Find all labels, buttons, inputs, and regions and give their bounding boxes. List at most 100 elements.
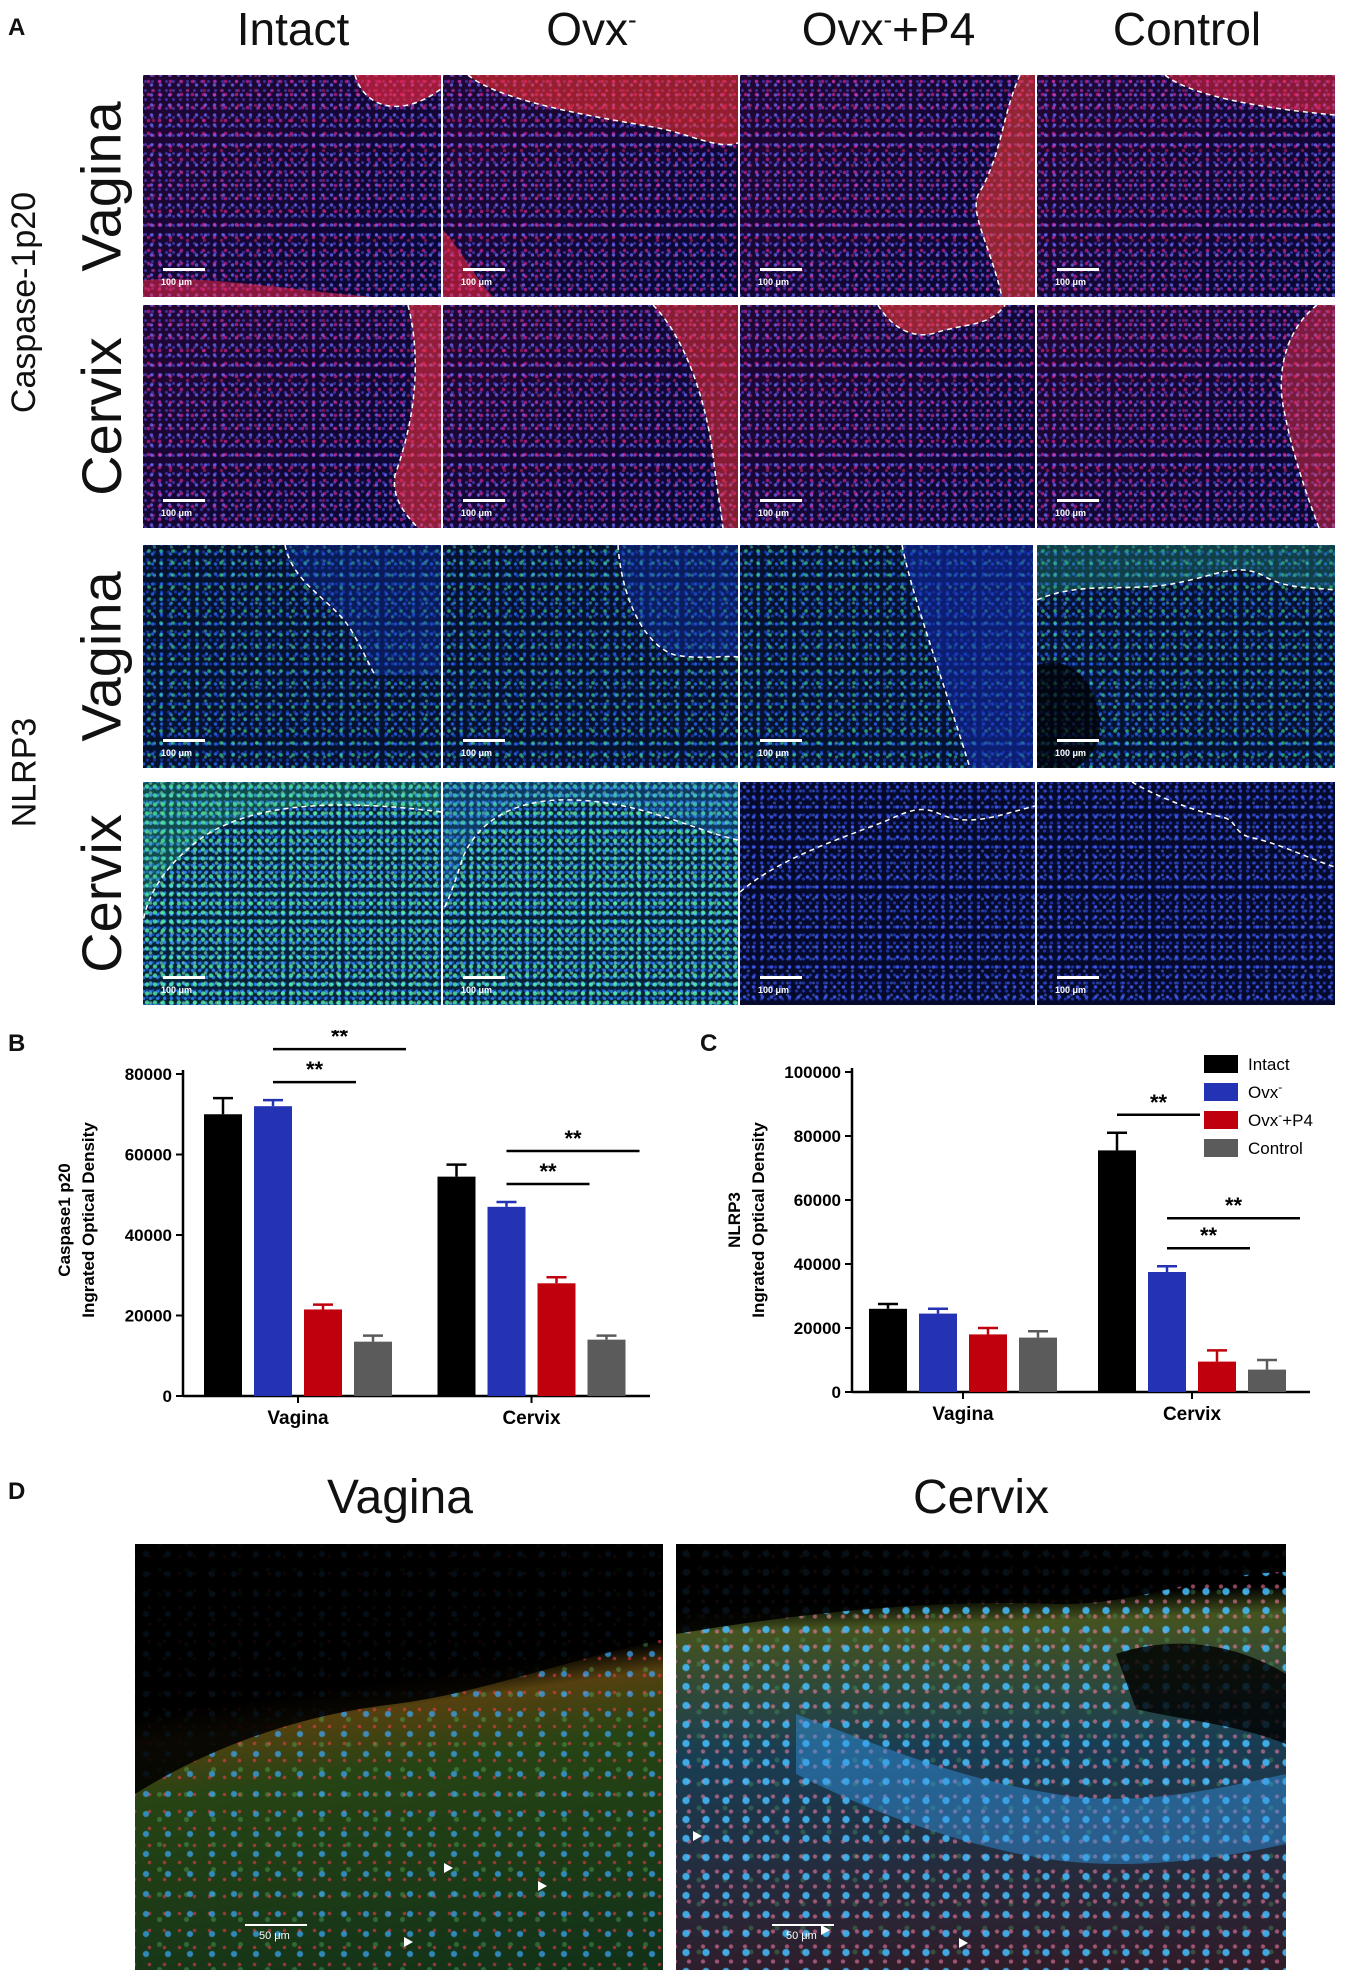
scale-bar — [463, 976, 505, 979]
y-tick-label: 20000 — [125, 1307, 172, 1326]
bar — [437, 1176, 476, 1396]
scale-bar — [163, 739, 205, 742]
x-tick-label: Cervix — [502, 1408, 561, 1429]
significance-label: ** — [1150, 1090, 1168, 1115]
bar — [254, 1106, 292, 1396]
scale-bar — [245, 1924, 307, 1926]
row-label-caspase-vagina: Vagina — [69, 100, 133, 272]
marker-label-caspase: Caspase-1p20 — [5, 191, 44, 414]
bar — [919, 1313, 957, 1392]
micrograph-panel-d-cervix: 50 μm — [676, 1544, 1286, 1970]
y-tick-label: 80000 — [794, 1127, 841, 1146]
bar — [487, 1206, 526, 1396]
micrograph-nlrp3-vagina-intact: 100 μm — [143, 545, 441, 768]
micrograph-caspase-vagina-intact: 100 μm — [143, 75, 441, 297]
arrow-markers — [693, 1831, 968, 1948]
scale-label: 100 μm — [161, 508, 193, 518]
scale-bar — [1057, 739, 1099, 742]
nlrp3-bar-chart: NLRP3 Ingrated Optical Density 0 20000 400… — [710, 1030, 1340, 1450]
micrograph-panel-d-vagina: 50 μm — [135, 1544, 663, 1970]
scale-bar — [163, 499, 205, 502]
significance-label: ** — [331, 1030, 349, 1049]
y-axis-label-line2: Ingrated Optical Density — [79, 1122, 98, 1318]
micrograph-caspase-cervix-control: 100 μm — [1037, 305, 1335, 528]
y-axis-label-line1: Caspase1 p20 — [55, 1163, 74, 1276]
legend-swatch — [1204, 1111, 1238, 1129]
scale-label: 50 μm — [786, 1930, 817, 1942]
scale-bar — [463, 499, 505, 502]
bar — [354, 1341, 392, 1396]
row-label-nlrp3-cervix: Cervix — [69, 814, 133, 973]
scale-bar — [760, 976, 802, 979]
scale-label: 100 μm — [1055, 508, 1087, 518]
scale-label: 100 μm — [758, 508, 790, 518]
scale-label: 100 μm — [758, 985, 790, 995]
y-tick-label: 80000 — [125, 1065, 172, 1084]
micrograph-nlrp3-cervix-intact: 100 μm — [143, 782, 441, 1005]
scale-label: 100 μm — [161, 985, 193, 995]
scale-label: 100 μm — [1055, 748, 1087, 758]
y-tick-label: 60000 — [125, 1146, 172, 1165]
micrograph-nlrp3-vagina-control: 100 μm — [1037, 545, 1335, 768]
y-tick-label: 0 — [163, 1387, 172, 1406]
scale-bar — [760, 739, 802, 742]
scale-label: 100 μm — [461, 277, 493, 287]
micrograph-nlrp3-vagina-ovx: 100 μm — [443, 545, 738, 768]
micrograph-nlrp3-cervix-control: 100 μm — [1037, 782, 1335, 1005]
micrograph-nlrp3-vagina-ovx-p4: 100 μm — [740, 545, 1033, 768]
panel-d-title-cervix: Cervix — [912, 1471, 1049, 1524]
y-axis-label-line2: Ingrated Optical Density — [749, 1122, 768, 1318]
bar — [1098, 1150, 1136, 1392]
y-tick-label: 40000 — [125, 1226, 172, 1245]
scale-label: 100 μm — [161, 277, 193, 287]
micrograph-caspase-cervix-ovx: 100 μm — [443, 305, 738, 528]
scale-label: 100 μm — [758, 277, 790, 287]
micrograph-caspase-vagina-control: 100 μm — [1037, 75, 1335, 297]
significance-label: ** — [1225, 1193, 1243, 1218]
chart-y-axis-label: Caspase1 p20 Ingrated Optical Density — [55, 1122, 98, 1318]
chart-y-axis-label: NLRP3 Ingrated Optical Density — [725, 1122, 768, 1318]
significance-label: ** — [1200, 1223, 1218, 1248]
scale-label: 100 μm — [461, 985, 493, 995]
row-label-caspase-cervix: Cervix — [69, 337, 133, 496]
legend-label: Intact — [1248, 1055, 1290, 1074]
column-header-intact: Intact — [236, 3, 350, 55]
bar — [969, 1334, 1007, 1392]
y-axis-label-line1: NLRP3 — [725, 1192, 744, 1248]
micrograph-nlrp3-cervix-ovx-p4: 100 μm — [740, 782, 1035, 1005]
panel-a-letter: A — [8, 14, 26, 41]
marker-label-nlrp3: NLRP3 — [5, 717, 44, 828]
y-tick-label: 100000 — [784, 1063, 841, 1082]
bar — [537, 1283, 576, 1396]
x-tick-label: Vagina — [932, 1404, 994, 1425]
scale-label: 100 μm — [1055, 985, 1087, 995]
y-tick-label: 60000 — [794, 1191, 841, 1210]
y-tick-label: 40000 — [794, 1255, 841, 1274]
scale-label: 100 μm — [461, 748, 493, 758]
row-label-nlrp3-vagina: Vagina — [69, 571, 133, 742]
panel-b-letter: B — [8, 1030, 26, 1057]
panel-d-letter: D — [8, 1478, 26, 1505]
legend-label: Control — [1248, 1139, 1303, 1158]
bar — [587, 1339, 626, 1396]
arrow-markers — [404, 1863, 547, 1947]
scale-bar — [163, 268, 205, 271]
caspase-bar-chart: Caspase1 p20 Ingrated Optical Density 0 2… — [30, 1024, 670, 1450]
panel-d-title-vagina: Vagina — [327, 1471, 473, 1524]
y-tick-label: 0 — [832, 1383, 841, 1402]
micrograph-caspase-vagina-ovx: 100 μm — [443, 75, 738, 297]
scale-label: 100 μm — [461, 508, 493, 518]
micrograph-caspase-cervix-intact: 100 μm — [143, 305, 441, 528]
scale-bar — [463, 739, 505, 742]
x-tick-label: Cervix — [1163, 1404, 1222, 1425]
legend-swatch — [1204, 1055, 1238, 1073]
micrograph-caspase-cervix-ovx-p4: 100 μm — [740, 305, 1035, 528]
legend-label: Ovx-+P4 — [1248, 1108, 1313, 1130]
scale-bar — [772, 1924, 834, 1926]
significance-label: ** — [539, 1159, 557, 1184]
bar — [304, 1309, 342, 1396]
chart-legend: Intact Ovx- Ovx-+P4 Control — [1204, 1055, 1313, 1158]
significance-label: ** — [564, 1126, 582, 1151]
bar — [1198, 1361, 1236, 1392]
scale-bar — [163, 976, 205, 979]
